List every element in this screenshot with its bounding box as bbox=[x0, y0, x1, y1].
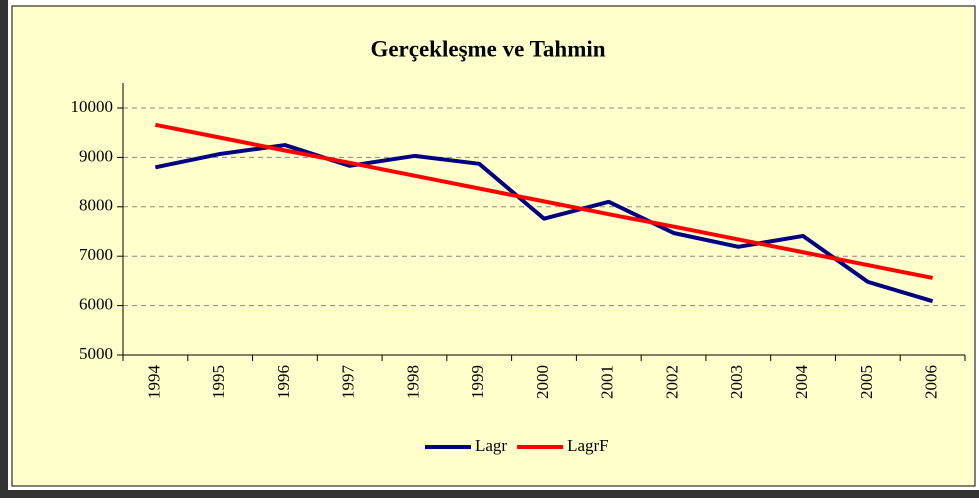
x-tick-label: 1997 bbox=[339, 365, 358, 400]
frame-left bbox=[0, 0, 8, 498]
x-tick-label: 1999 bbox=[468, 365, 487, 399]
y-tick-label: 8000 bbox=[79, 196, 113, 215]
x-tick-label: 2002 bbox=[662, 365, 681, 399]
line-series bbox=[154, 143, 934, 304]
chart-area bbox=[11, 5, 976, 487]
y-tick-label: 6000 bbox=[79, 295, 113, 314]
x-tick-label: 1994 bbox=[144, 365, 163, 400]
x-tick-label: 1998 bbox=[403, 365, 422, 399]
y-tick-label: 10000 bbox=[71, 97, 114, 116]
y-tick-label: 9000 bbox=[79, 146, 113, 165]
x-tick-label: 2001 bbox=[598, 365, 617, 399]
x-tick-label: 2003 bbox=[727, 365, 746, 399]
chart-title: Gerçekleşme ve Tahmin bbox=[370, 36, 605, 61]
x-tick-label: 1996 bbox=[274, 365, 293, 399]
frame-bottom bbox=[0, 490, 979, 498]
legend-label: Lagr bbox=[475, 436, 507, 455]
x-tick-label: 2005 bbox=[857, 365, 876, 399]
x-tick-label: 1995 bbox=[209, 365, 228, 399]
y-tick-label: 5000 bbox=[79, 344, 113, 363]
y-tick-label: 7000 bbox=[79, 245, 113, 264]
x-tick-label: 2004 bbox=[792, 365, 811, 400]
line-series bbox=[154, 122, 934, 280]
x-tick-label: 2000 bbox=[533, 365, 552, 399]
legend-label: LagrF bbox=[567, 436, 609, 455]
x-tick-label: 2006 bbox=[922, 365, 941, 399]
